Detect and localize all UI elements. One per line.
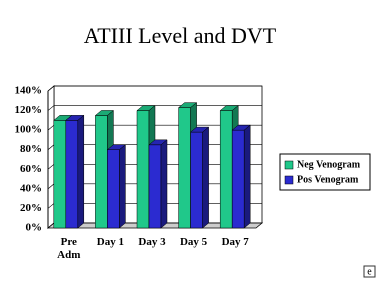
bar-front xyxy=(107,149,120,229)
x-tick-label: Pre Adm xyxy=(57,236,81,261)
legend-label: Neg Venogram xyxy=(297,159,361,170)
bar xyxy=(231,124,251,229)
y-tick-label: 80% xyxy=(20,143,42,155)
bar-side xyxy=(119,144,126,229)
legend-swatch xyxy=(284,175,294,185)
bar-front xyxy=(136,110,150,229)
x-tick-label: Day 3 xyxy=(138,236,166,248)
bar-front xyxy=(53,120,67,229)
bar-front xyxy=(190,131,203,229)
y-tick-label: 140% xyxy=(15,85,43,97)
y-tick-label: 60% xyxy=(20,163,42,175)
bar-side xyxy=(77,114,85,229)
bar-side xyxy=(160,139,168,229)
corner-icon: e xyxy=(363,265,376,278)
y-tick-label: 120% xyxy=(15,104,43,116)
bar-front xyxy=(219,110,233,229)
chart-title: ATIII Level and DVT xyxy=(84,23,277,48)
x-tick-label: Day 5 xyxy=(179,236,208,248)
bar-front xyxy=(148,144,162,229)
bar xyxy=(106,144,127,229)
y-tick-label: 100% xyxy=(15,124,43,136)
bar-front xyxy=(178,107,191,229)
legend-box xyxy=(279,153,371,191)
bar xyxy=(65,114,85,229)
x-tick-label: Day 7 xyxy=(221,236,249,248)
y-tick-label: 40% xyxy=(20,182,42,194)
y-tick-label: 0% xyxy=(26,222,43,234)
bar-side xyxy=(243,124,251,229)
bar-side xyxy=(202,126,209,229)
svg-text:e: e xyxy=(367,266,372,277)
legend-swatch xyxy=(284,160,294,170)
bar-front xyxy=(95,115,108,229)
bar-front xyxy=(231,129,245,229)
y-tick-label: 20% xyxy=(20,202,42,214)
x-tick-label: Day 1 xyxy=(96,236,124,248)
bar xyxy=(148,139,168,229)
bar xyxy=(189,126,210,229)
grid-line xyxy=(47,85,262,92)
side-wall xyxy=(47,85,55,229)
bar-front xyxy=(65,120,79,229)
legend-label: Pos Venogram xyxy=(297,174,359,185)
